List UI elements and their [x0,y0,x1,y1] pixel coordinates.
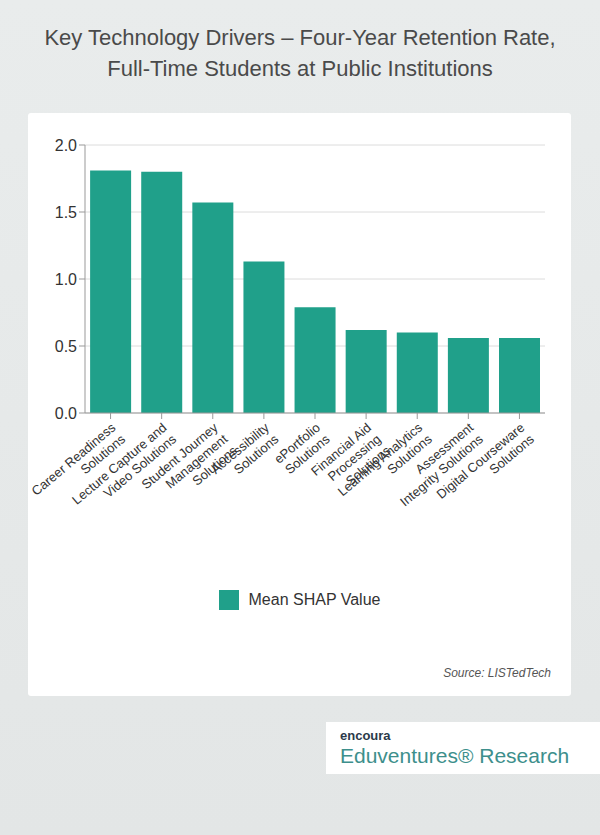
svg-text:2.0: 2.0 [55,137,77,154]
svg-text:1.5: 1.5 [55,204,77,221]
svg-text:1.0: 1.0 [55,271,77,288]
svg-text:0.5: 0.5 [55,338,77,355]
svg-text:Digital CoursewareSolutions: Digital CoursewareSolutions [434,419,538,513]
svg-text:AccessibilitySolutions: AccessibilitySolutions [208,419,282,488]
svg-text:0.0: 0.0 [55,405,77,422]
